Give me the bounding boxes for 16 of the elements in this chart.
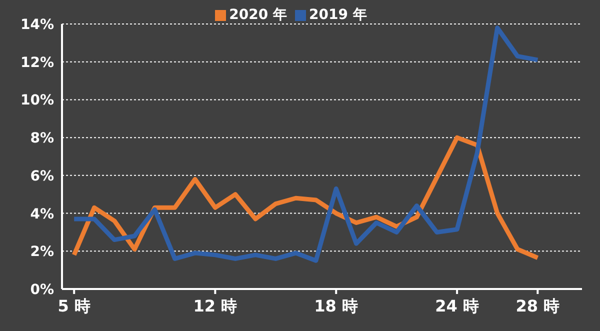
y-tick-label: 4% xyxy=(30,206,54,222)
y-tick-label: 6% xyxy=(30,168,54,184)
x-tick-label: 28 時 xyxy=(516,296,560,316)
y-tick-label: 14% xyxy=(20,16,54,33)
legend-label: 2019 年 xyxy=(308,6,367,24)
y-tick-label: 10% xyxy=(20,92,54,109)
y-tick-label: 0% xyxy=(30,282,54,298)
x-tick-label: 24 時 xyxy=(435,296,479,316)
legend-label: 2020 年 xyxy=(228,6,287,24)
x-tick-label: 12 時 xyxy=(193,296,238,316)
x-tick-label: 5 時 xyxy=(58,296,90,316)
y-tick-label: 8% xyxy=(30,130,54,147)
y-tick-label: 2% xyxy=(30,244,54,260)
x-tick-label: 18 時 xyxy=(314,296,358,316)
y-tick-label: 12% xyxy=(20,54,54,71)
line-series xyxy=(72,135,540,260)
